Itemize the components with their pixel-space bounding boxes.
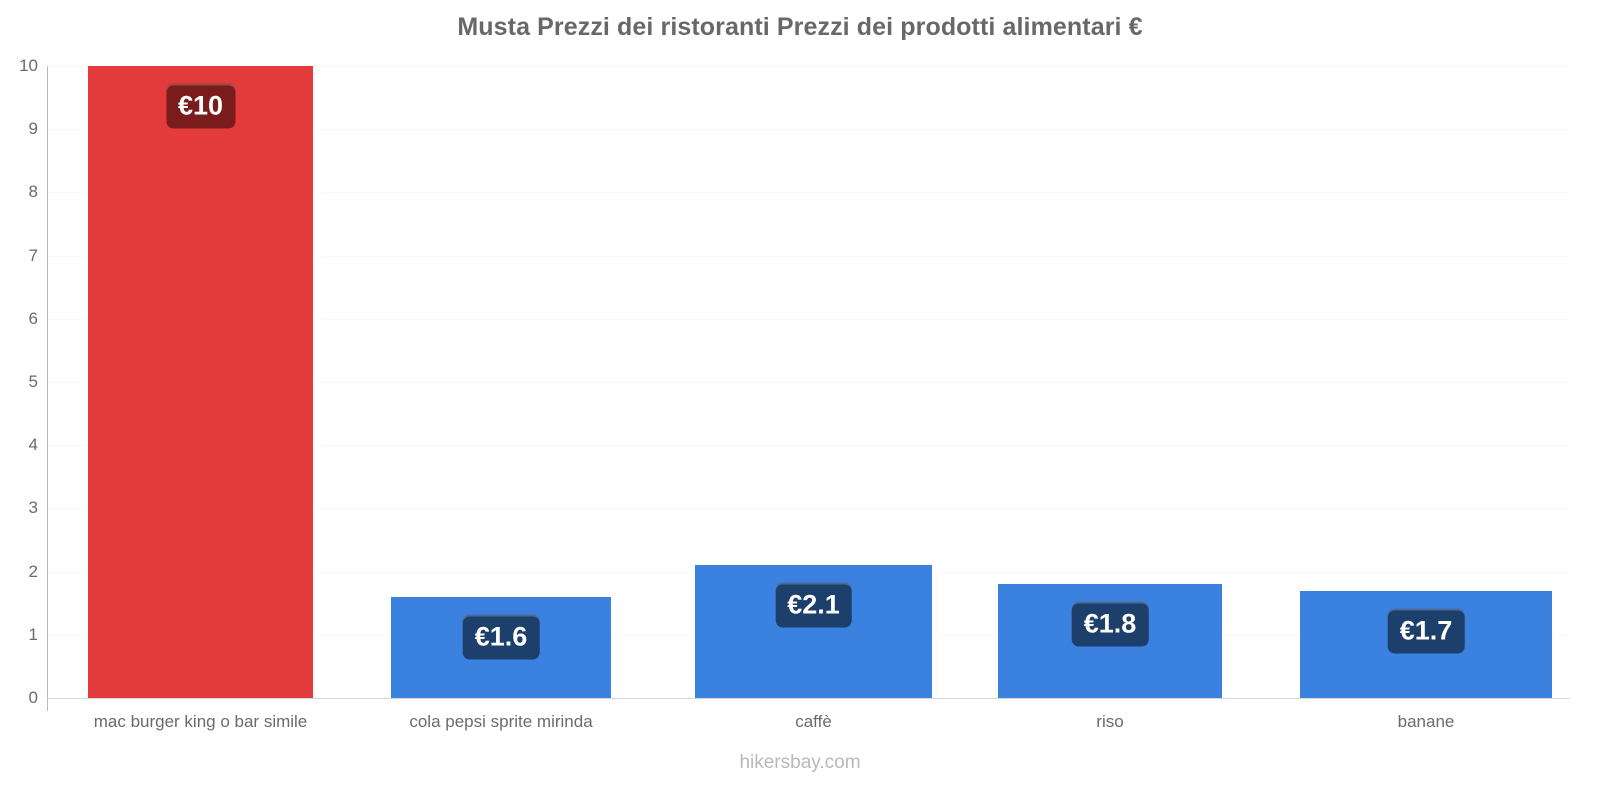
- x-axis-tick-label: cola pepsi sprite mirinda: [409, 712, 593, 731]
- bar-value-label-5: €1.7: [1387, 610, 1465, 654]
- y-axis-tick-label: 6: [28, 308, 38, 328]
- y-axis-tick-label: 0: [28, 688, 38, 707]
- y-axis-tick-label: 3: [28, 498, 38, 518]
- y-axis-tick-label: 5: [28, 372, 38, 391]
- gridline: [47, 255, 1570, 257]
- y-axis-tick-label: 1: [28, 624, 38, 644]
- bar-value-label-4: €1.8: [1071, 603, 1149, 647]
- gridline: [47, 508, 1570, 510]
- bar-value-label-3: €2.1: [775, 584, 852, 628]
- x-axis-line: [47, 698, 1570, 699]
- watermark-text: hikersbay.com: [739, 752, 861, 773]
- bar-value-label-2: €1.6: [462, 616, 540, 660]
- y-axis-tick-label: 9: [28, 119, 38, 139]
- plot-area: [47, 66, 1570, 699]
- x-axis-tick-label: mac burger king o bar simile: [93, 712, 308, 731]
- y-axis-tick-label: 4: [28, 435, 38, 455]
- y-axis-line: [47, 66, 48, 711]
- gridline: [47, 66, 1570, 67]
- gridline: [47, 129, 1570, 131]
- x-axis-tick-label: riso: [1096, 712, 1124, 731]
- gridline: [47, 318, 1570, 320]
- y-axis-tick-label: 7: [28, 245, 38, 265]
- y-axis-tick-label: 2: [28, 561, 38, 581]
- x-axis-tick-label: banane: [1397, 712, 1455, 731]
- gridline: [47, 382, 1570, 383]
- y-axis-tick-label: 10: [19, 56, 38, 75]
- bar-1[interactable]: [88, 66, 313, 698]
- gridline: [47, 192, 1570, 194]
- bar-value-label-1: €10: [165, 85, 236, 129]
- gridline: [47, 445, 1570, 447]
- x-axis-tick-label: caffè: [795, 712, 832, 731]
- y-axis-tick-label: 8: [28, 182, 38, 202]
- chart-title: Musta Prezzi dei ristoranti Prezzi dei p…: [457, 13, 1143, 41]
